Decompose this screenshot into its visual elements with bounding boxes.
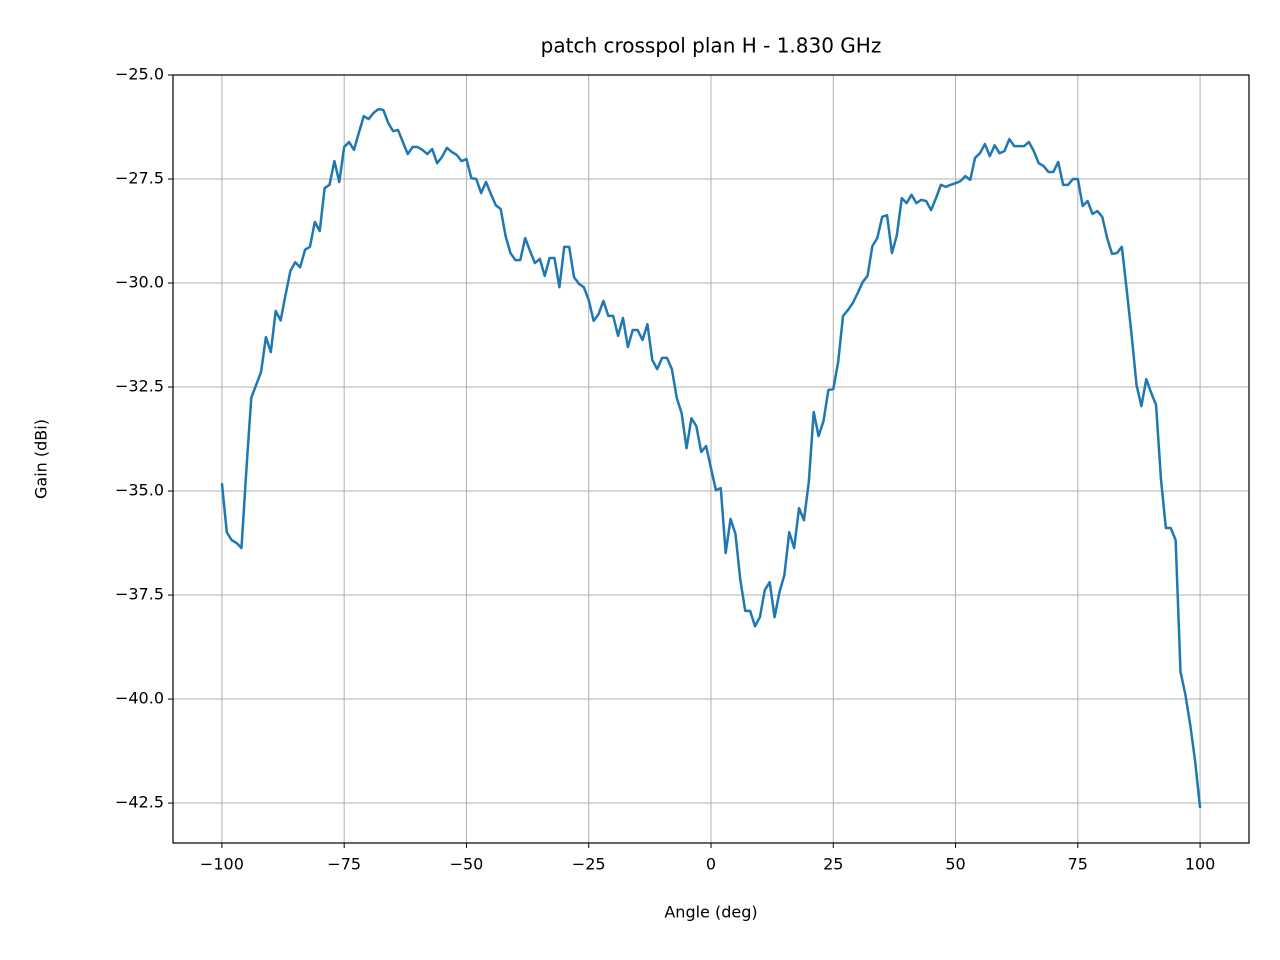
chart-title: patch crosspol plan H - 1.830 GHz: [541, 34, 882, 58]
data-line: [220, 107, 1202, 809]
x-tick-label: 100: [1185, 855, 1216, 874]
x-tick-label: 0: [706, 855, 716, 874]
y-tick-label: −32.5: [115, 377, 164, 396]
y-tick-label: −42.5: [115, 793, 164, 812]
y-tick-label: −25.0: [115, 65, 164, 84]
y-tick-label: −30.0: [115, 273, 164, 292]
x-tick-label: −25: [572, 855, 606, 874]
y-axis-label: Gain (dBi): [32, 419, 51, 499]
x-tick-label: −50: [450, 855, 484, 874]
y-tick-label: −37.5: [115, 585, 164, 604]
plot-frame: [172, 74, 1250, 844]
x-tick-label: −75: [327, 855, 361, 874]
x-axis-label: Angle (deg): [664, 903, 757, 922]
x-tick-label: 25: [823, 855, 843, 874]
x-tick-label: 75: [1068, 855, 1088, 874]
y-tick-label: −27.5: [115, 169, 164, 188]
y-tick-label: −35.0: [115, 481, 164, 500]
x-tick-label: −100: [200, 855, 244, 874]
y-tick-label: −40.0: [115, 689, 164, 708]
x-tick-label: 50: [945, 855, 965, 874]
